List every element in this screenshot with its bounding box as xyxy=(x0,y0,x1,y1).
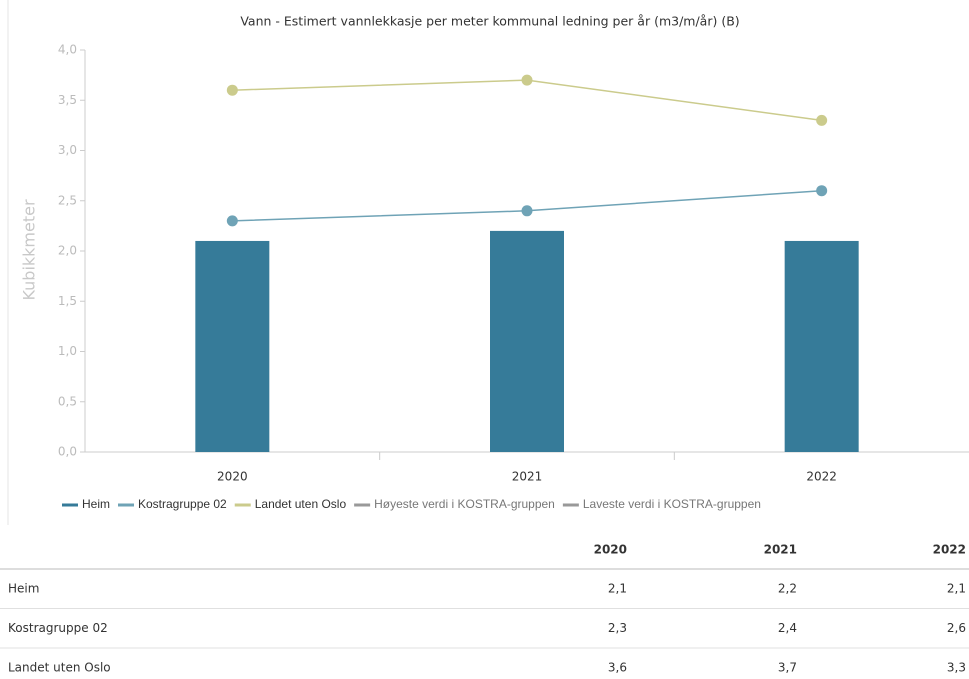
y-tick-label: 1,5 xyxy=(58,294,77,308)
table-cell: 2,4 xyxy=(778,621,797,635)
table-cell: 2,1 xyxy=(947,582,966,596)
legend-label: Kostragruppe 02 xyxy=(138,497,227,511)
point xyxy=(521,205,533,217)
y-tick-label: 2,0 xyxy=(58,244,77,258)
table-row-label: Landet uten Oslo xyxy=(8,661,111,675)
table-cell: 2,1 xyxy=(608,582,627,596)
legend-label: Laveste verdi i KOSTRA-gruppen xyxy=(583,497,761,511)
x-tick-label: 2021 xyxy=(512,470,543,484)
table-cell: 2,3 xyxy=(608,621,627,635)
legend-label: Høyeste verdi i KOSTRA-gruppen xyxy=(374,497,555,511)
bar xyxy=(784,240,859,452)
legend-label: Heim xyxy=(82,497,110,511)
point xyxy=(816,114,828,126)
table-header: 2021 xyxy=(764,543,797,557)
table-cell: 3,6 xyxy=(608,661,627,675)
y-axis-label: Kubikkmeter xyxy=(20,199,39,301)
y-tick-label: 0,0 xyxy=(58,445,77,459)
y-tick-label: 3,0 xyxy=(58,143,77,157)
legend-label: Landet uten Oslo xyxy=(255,497,347,511)
line xyxy=(232,79,822,122)
bar xyxy=(490,230,564,452)
table-cell: 3,3 xyxy=(947,661,966,675)
y-tick-label: 0,5 xyxy=(58,394,77,408)
table-cell: 3,7 xyxy=(778,661,797,675)
table-header: 2020 xyxy=(594,543,627,557)
y-tick-label: 2,5 xyxy=(58,193,77,207)
y-tick-label: 1,0 xyxy=(58,344,77,358)
table-header: 2022 xyxy=(933,543,966,557)
table-cell: 2,2 xyxy=(778,582,797,596)
point xyxy=(521,74,533,86)
table-row-label: Kostragruppe 02 xyxy=(8,621,108,635)
point xyxy=(816,185,828,197)
x-tick-label: 2022 xyxy=(806,470,837,484)
bar xyxy=(195,240,270,452)
y-tick-label: 4,0 xyxy=(58,43,77,57)
point xyxy=(226,215,238,227)
chart-title: Vann - Estimert vannlekkasje per meter k… xyxy=(240,14,739,29)
x-tick-label: 2020 xyxy=(217,470,248,484)
table-row-label: Heim xyxy=(8,582,39,596)
y-tick-label: 3,5 xyxy=(58,93,77,107)
table-cell: 2,6 xyxy=(947,621,966,635)
point xyxy=(226,84,238,96)
